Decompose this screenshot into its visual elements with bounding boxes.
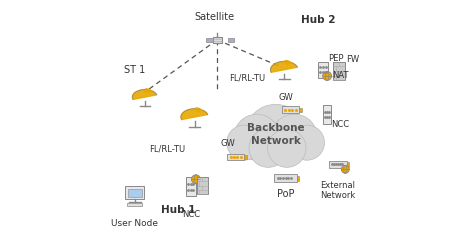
FancyBboxPatch shape (274, 174, 297, 182)
FancyBboxPatch shape (318, 62, 328, 78)
FancyBboxPatch shape (245, 155, 247, 159)
FancyBboxPatch shape (126, 186, 145, 199)
Text: Hub 1: Hub 1 (161, 205, 196, 215)
Text: Satellite: Satellite (194, 12, 235, 22)
FancyBboxPatch shape (346, 162, 349, 167)
Text: PEP: PEP (328, 54, 343, 63)
Circle shape (234, 114, 280, 160)
FancyBboxPatch shape (282, 106, 299, 113)
Text: User Node: User Node (111, 219, 158, 228)
Text: NCC: NCC (332, 120, 350, 128)
Text: GW: GW (278, 93, 293, 102)
Text: NAT: NAT (332, 71, 348, 80)
FancyBboxPatch shape (297, 176, 300, 181)
Text: FL/RL-TU: FL/RL-TU (229, 74, 265, 83)
FancyBboxPatch shape (207, 38, 213, 42)
FancyBboxPatch shape (128, 203, 143, 206)
Circle shape (271, 114, 317, 160)
FancyBboxPatch shape (299, 108, 302, 112)
Circle shape (191, 175, 201, 184)
Text: External
Network: External Network (320, 181, 356, 200)
Circle shape (341, 165, 349, 173)
FancyBboxPatch shape (329, 161, 346, 168)
FancyBboxPatch shape (228, 38, 234, 42)
Polygon shape (271, 62, 297, 72)
Circle shape (290, 125, 325, 160)
Circle shape (227, 125, 262, 160)
Circle shape (249, 129, 287, 167)
Text: NCC: NCC (182, 210, 200, 219)
Polygon shape (181, 109, 208, 120)
FancyBboxPatch shape (197, 177, 208, 194)
FancyBboxPatch shape (186, 177, 196, 196)
Circle shape (323, 71, 332, 80)
FancyBboxPatch shape (227, 154, 245, 160)
FancyBboxPatch shape (213, 37, 221, 43)
Text: Backbone
Network: Backbone Network (247, 123, 304, 146)
Text: ST 1: ST 1 (124, 65, 146, 75)
Polygon shape (132, 90, 157, 99)
Text: FL/RL-TU: FL/RL-TU (149, 144, 185, 153)
FancyBboxPatch shape (323, 105, 331, 124)
Text: Hub 2: Hub 2 (301, 15, 335, 25)
Text: GW: GW (221, 139, 236, 148)
Circle shape (246, 104, 306, 165)
FancyBboxPatch shape (128, 189, 142, 197)
Text: FW: FW (346, 55, 359, 64)
Text: PoP: PoP (277, 189, 294, 199)
Circle shape (268, 129, 306, 167)
FancyBboxPatch shape (333, 62, 346, 80)
